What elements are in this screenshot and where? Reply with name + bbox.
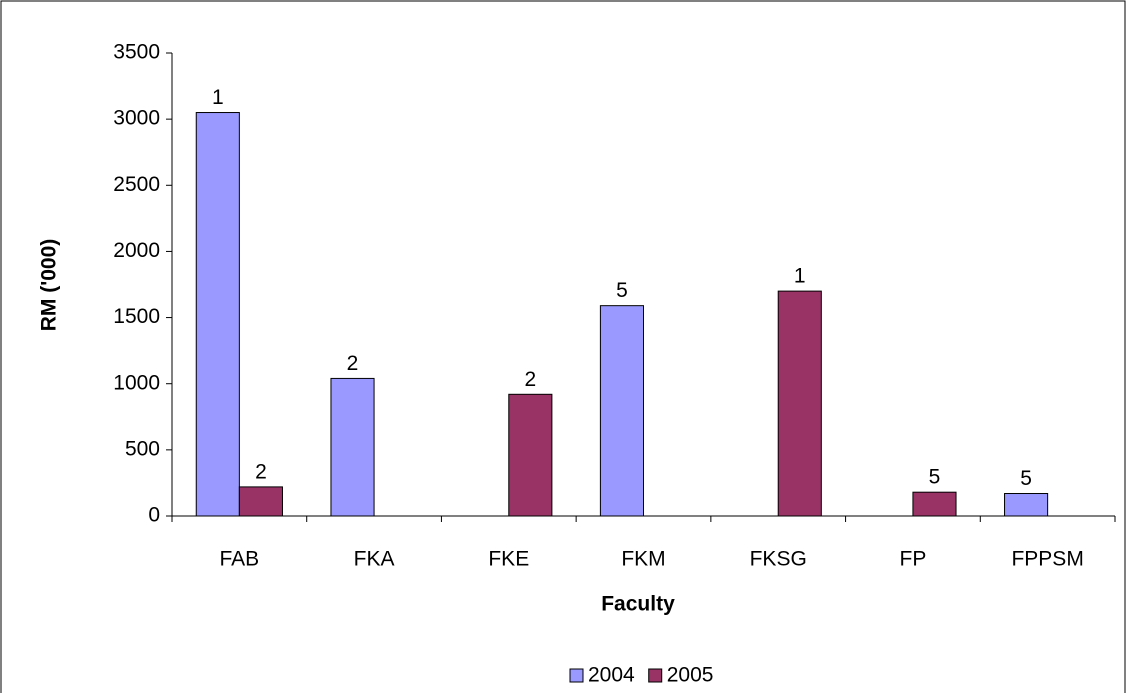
legend-swatch [648, 668, 663, 683]
bar [1004, 493, 1049, 517]
y-tick-label: 500 [125, 437, 160, 460]
bar [238, 486, 283, 517]
y-tick-label: 3500 [113, 41, 160, 64]
bar-label: 1 [794, 265, 806, 288]
bar-label: 2 [347, 352, 359, 375]
legend-label: 2004 [588, 664, 635, 687]
x-tick-label: FPPSM [1011, 548, 1083, 571]
x-axis-title: Faculty [601, 593, 675, 616]
bar [508, 393, 553, 517]
bar-label: 5 [616, 279, 628, 302]
x-tick-label: FKM [621, 548, 665, 571]
bar [599, 305, 644, 517]
bar-label: 2 [524, 368, 536, 391]
y-tick-label: 1000 [113, 371, 160, 394]
bar [777, 290, 822, 517]
legend-swatch [569, 668, 584, 683]
x-tick-label: FP [900, 548, 927, 571]
bar-label: 2 [255, 460, 267, 483]
x-tick-label: FAB [220, 548, 260, 571]
bar-label: 1 [212, 86, 224, 109]
bar-label: 5 [1020, 467, 1032, 490]
x-tick-label: FKE [488, 548, 529, 571]
bar [330, 377, 375, 517]
y-axis-title: RM ('000) [38, 239, 61, 332]
y-tick-label: 2500 [113, 173, 160, 196]
bar-label: 5 [929, 466, 941, 489]
y-tick-label: 1500 [113, 305, 160, 328]
bar [912, 491, 957, 517]
legend-label: 2005 [667, 664, 714, 687]
y-tick-label: 2000 [113, 239, 160, 262]
y-tick-label: 3000 [113, 107, 160, 130]
x-tick-label: FKA [354, 548, 395, 571]
y-tick-label: 0 [148, 504, 160, 527]
x-tick-label: FKSG [750, 548, 807, 571]
bar [195, 112, 240, 517]
